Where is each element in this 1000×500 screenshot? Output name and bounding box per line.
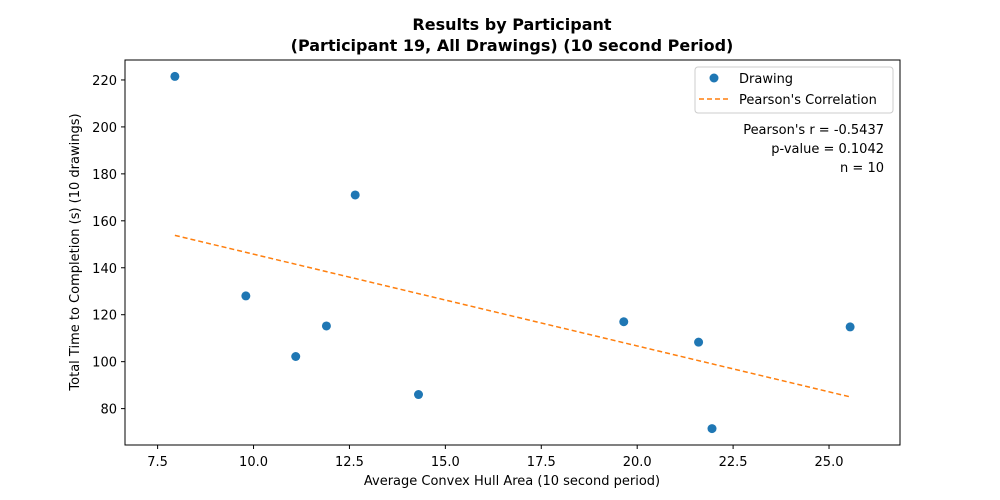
- y-tick-label: 100: [92, 356, 117, 371]
- plot-area: [124, 59, 901, 446]
- legend-label-drawing: Drawing: [739, 72, 793, 87]
- chart-title-line2: (Participant 19, All Drawings) (10 secon…: [291, 36, 734, 55]
- x-axis-label: Average Convex Hull Area (10 second peri…: [364, 474, 660, 489]
- y-tick-label: 80: [100, 403, 117, 418]
- y-tick-label: 200: [92, 121, 117, 136]
- drawing-point: [707, 424, 717, 434]
- x-tick-label: 17.5: [527, 455, 556, 470]
- pearson-correlation-line: [174, 234, 851, 398]
- legend-box: [694, 66, 894, 114]
- x-tick-label: 22.5: [719, 455, 748, 470]
- y-tick-label: 140: [92, 262, 117, 277]
- x-tick-label: 20.0: [623, 455, 652, 470]
- drawing-point: [241, 291, 251, 301]
- y-tick-label: 180: [92, 168, 117, 183]
- series-layer: [170, 71, 855, 434]
- drawing-point: [350, 190, 360, 200]
- x-axis-ticks: 7.5 10.0 12.5 15.0 17.5 20.0 22.5 25.0: [147, 445, 843, 470]
- x-tick-label: 12.5: [335, 455, 364, 470]
- y-tick-label: 220: [92, 74, 117, 89]
- y-tick-label: 160: [92, 215, 117, 230]
- p-value-text: p-value = 0.1042: [771, 142, 884, 157]
- x-tick-label: 10.0: [239, 455, 268, 470]
- drawing-point: [619, 317, 629, 327]
- pearson-r-text: Pearson's r = -0.5437: [743, 123, 884, 138]
- legend-marker-drawing: [709, 73, 719, 83]
- drawing-point: [170, 71, 180, 81]
- x-tick-label: 25.0: [815, 455, 844, 470]
- y-axis-ticks: 80 100 120 140 160 180 200 220: [92, 74, 125, 418]
- y-tick-label: 120: [92, 309, 117, 324]
- x-tick-label: 7.5: [147, 455, 168, 470]
- drawing-point: [414, 390, 424, 400]
- y-axis-label: Total Time to Completion (s) (10 drawing…: [68, 113, 83, 391]
- chart-title-line1: Results by Participant: [412, 15, 611, 34]
- drawing-point: [845, 322, 855, 332]
- legend-label-pearson: Pearson's Correlation: [739, 93, 877, 108]
- x-tick-label: 15.0: [431, 455, 460, 470]
- stats-annotation: Pearson's r = -0.5437 p-value = 0.1042 n…: [743, 123, 884, 176]
- drawing-point: [321, 321, 331, 331]
- drawing-point: [694, 337, 704, 347]
- drawing-point: [291, 351, 301, 361]
- n-text: n = 10: [840, 161, 884, 176]
- legend: Drawing Pearson's Correlation: [694, 66, 894, 114]
